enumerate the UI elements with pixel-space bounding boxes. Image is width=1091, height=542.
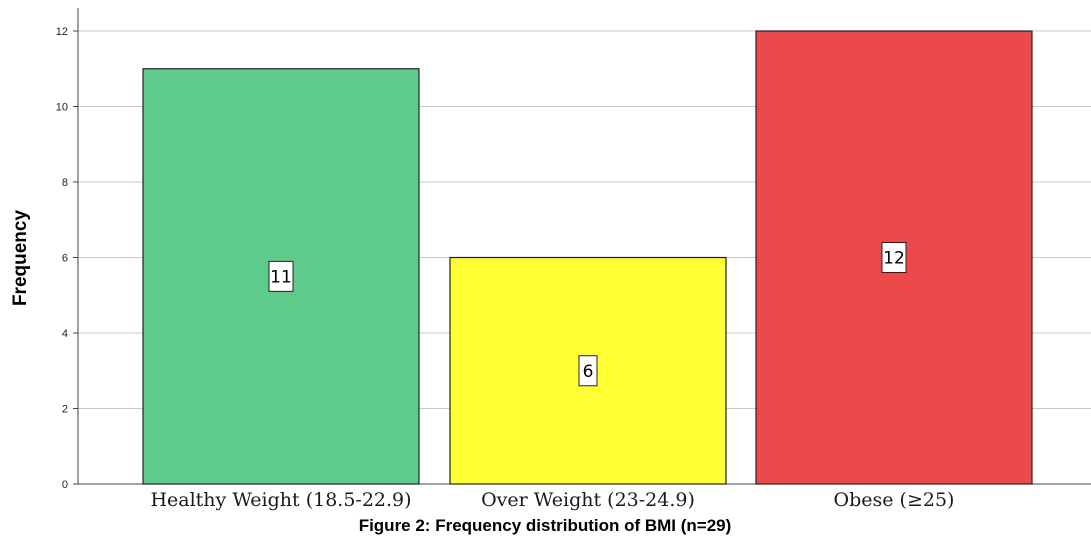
y-tick-label: 8: [62, 177, 68, 189]
y-tick-label: 0: [62, 479, 68, 491]
y-tick-label: 6: [62, 253, 68, 265]
y-axis-title: Frequency: [10, 210, 31, 307]
y-tick-label: 10: [56, 102, 68, 114]
y-axis-ticks: 0 2 4 6 8 10 12: [56, 26, 78, 491]
y-tick-label: 12: [56, 26, 68, 38]
data-label-box: [578, 355, 598, 387]
data-labels: 11 6 12: [268, 242, 907, 387]
data-label: 11: [270, 267, 292, 287]
figure-caption: Figure 2: Frequency distribution of BMI …: [359, 516, 732, 535]
data-label: 12: [883, 249, 905, 269]
y-tick-label: 4: [62, 328, 68, 340]
data-label-box: [881, 242, 907, 273]
category-label: Over Weight (23-24.9): [481, 489, 695, 511]
category-labels: Healthy Weight (18.5-22.9) Over Weight (2…: [150, 489, 954, 511]
y-tick-label: 2: [62, 404, 68, 416]
category-label: Obese (≥25): [834, 489, 955, 511]
data-label-box: [268, 260, 294, 292]
category-label: Healthy Weight (18.5-22.9): [150, 489, 411, 511]
data-label: 6: [583, 362, 594, 382]
